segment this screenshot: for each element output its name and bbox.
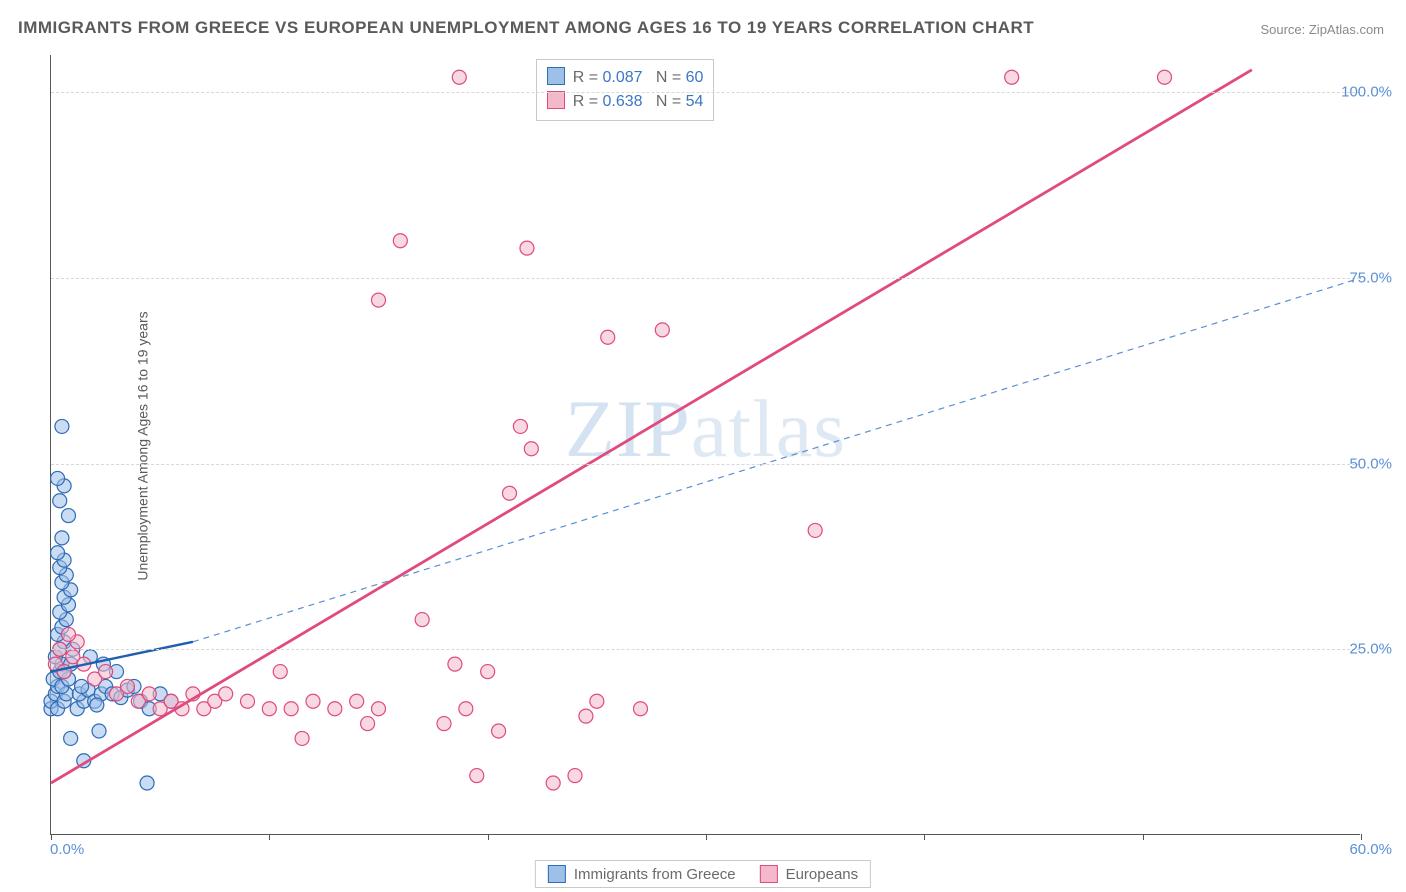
data-point (64, 731, 78, 745)
data-point (520, 241, 534, 255)
gridline (51, 92, 1360, 93)
gridline (51, 649, 1360, 650)
data-point (601, 330, 615, 344)
data-point (513, 419, 527, 433)
data-point (120, 679, 134, 693)
data-point (1158, 70, 1172, 84)
data-point (140, 776, 154, 790)
data-point (448, 657, 462, 671)
plot-area: ZIPatlas R = 0.087 N = 60R = 0.638 N = 5… (50, 55, 1360, 835)
data-point (328, 702, 342, 716)
x-tick (1143, 834, 1144, 840)
data-point (437, 717, 451, 731)
data-point (51, 471, 65, 485)
data-point (393, 234, 407, 248)
y-tick-label: 25.0% (1349, 641, 1392, 658)
data-point (415, 613, 429, 627)
data-point (808, 523, 822, 537)
gridline (51, 278, 1360, 279)
data-point (452, 70, 466, 84)
x-tick-right: 60.0% (1349, 841, 1392, 858)
data-point (350, 694, 364, 708)
data-point (99, 665, 113, 679)
data-point (61, 509, 75, 523)
data-point (655, 323, 669, 337)
data-point (546, 776, 560, 790)
x-tick-left: 0.0% (50, 841, 84, 858)
x-tick (1361, 834, 1362, 840)
chart-title: IMMIGRANTS FROM GREECE VS EUROPEAN UNEMP… (18, 18, 1034, 38)
data-point (372, 293, 386, 307)
data-point (241, 694, 255, 708)
data-point (262, 702, 276, 716)
y-tick-label: 75.0% (1349, 269, 1392, 286)
x-tick (488, 834, 489, 840)
data-point (524, 442, 538, 456)
data-point (503, 486, 517, 500)
data-point (75, 679, 89, 693)
chart-svg (51, 55, 1360, 834)
gridline (51, 464, 1360, 465)
data-point (579, 709, 593, 723)
x-tick (269, 834, 270, 840)
data-point (481, 665, 495, 679)
data-point (361, 717, 375, 731)
data-point (90, 698, 104, 712)
y-tick-label: 100.0% (1341, 84, 1392, 101)
data-point (55, 419, 69, 433)
data-point (295, 731, 309, 745)
x-tick (924, 834, 925, 840)
y-tick-label: 50.0% (1349, 455, 1392, 472)
data-point (492, 724, 506, 738)
data-point (590, 694, 604, 708)
data-point (53, 494, 67, 508)
data-point (55, 531, 69, 545)
data-point (1005, 70, 1019, 84)
data-point (634, 702, 648, 716)
data-point (273, 665, 287, 679)
series-legend: Immigrants from GreeceEuropeans (535, 860, 871, 888)
data-point (92, 724, 106, 738)
data-point (61, 627, 75, 641)
data-point (372, 702, 386, 716)
data-point (219, 687, 233, 701)
correlation-legend: R = 0.087 N = 60R = 0.638 N = 54 (536, 59, 715, 121)
data-point (459, 702, 473, 716)
x-tick (51, 834, 52, 840)
data-point (568, 769, 582, 783)
data-point (470, 769, 484, 783)
x-tick (706, 834, 707, 840)
source-attribution: Source: ZipAtlas.com (1260, 22, 1384, 37)
data-point (51, 546, 65, 560)
data-point (284, 702, 298, 716)
data-point (142, 687, 156, 701)
data-point (306, 694, 320, 708)
